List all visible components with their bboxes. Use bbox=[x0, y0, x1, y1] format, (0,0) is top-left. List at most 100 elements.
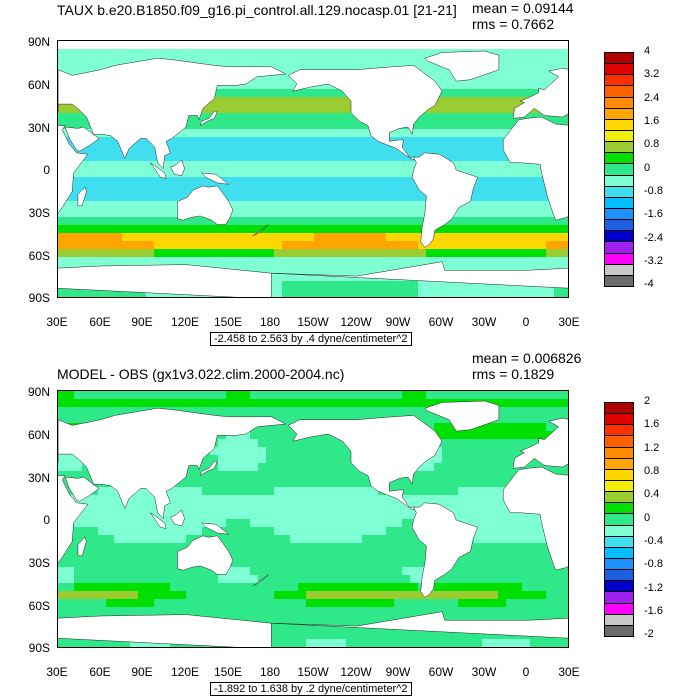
map-cell bbox=[114, 177, 123, 186]
map-cell bbox=[370, 551, 379, 560]
map-cell bbox=[282, 551, 291, 560]
map-cell bbox=[498, 265, 507, 274]
map-cell bbox=[418, 599, 427, 608]
map-cell bbox=[66, 209, 75, 218]
map-cell bbox=[282, 399, 291, 408]
map-cell bbox=[274, 423, 283, 432]
y-tick-label: 90S bbox=[28, 641, 50, 655]
map-cell bbox=[474, 145, 483, 154]
map-cell bbox=[170, 559, 179, 568]
map-cell bbox=[450, 503, 459, 512]
map-cell bbox=[466, 431, 475, 440]
map-cell bbox=[162, 583, 171, 592]
map-cell bbox=[370, 225, 379, 234]
map-cell bbox=[450, 129, 459, 138]
x-tick-label: 90E bbox=[131, 665, 153, 679]
map-cell bbox=[538, 615, 547, 624]
map-cell bbox=[354, 583, 363, 592]
map-cell bbox=[218, 391, 227, 400]
map-cell bbox=[242, 121, 251, 130]
map-cell bbox=[242, 559, 251, 568]
map-cell bbox=[282, 129, 291, 138]
map-cell bbox=[522, 57, 531, 66]
map-cell bbox=[482, 551, 491, 560]
map-cell bbox=[146, 185, 155, 194]
map-cell bbox=[266, 217, 275, 226]
x-tick-label: 60W bbox=[428, 665, 454, 679]
map-cell bbox=[362, 503, 371, 512]
map-cell bbox=[186, 217, 195, 226]
map-cell bbox=[186, 121, 195, 130]
map-cell bbox=[346, 177, 355, 186]
map-cell bbox=[178, 575, 187, 584]
map-cell bbox=[234, 471, 243, 480]
map-cell bbox=[282, 97, 291, 106]
map-cell bbox=[354, 289, 363, 297]
map-cell bbox=[466, 567, 475, 576]
map-cell bbox=[234, 399, 243, 408]
map-cell bbox=[178, 145, 187, 154]
map-cell bbox=[426, 647, 435, 648]
map-cell bbox=[466, 391, 475, 400]
map-cell bbox=[378, 209, 387, 218]
map-cell bbox=[506, 527, 515, 536]
map-cell bbox=[250, 535, 259, 544]
map-cell bbox=[402, 583, 411, 592]
panel-model-obs: MODEL - OBS (gx1v3.022.clim.2000-2004.nc… bbox=[0, 350, 700, 700]
map-cell bbox=[482, 209, 491, 218]
map-cell bbox=[138, 607, 147, 616]
map-cell bbox=[226, 527, 235, 536]
map-cell bbox=[466, 209, 475, 218]
map-cell bbox=[522, 225, 531, 234]
map-cell bbox=[106, 217, 115, 226]
map-cell bbox=[186, 607, 195, 616]
map-cell bbox=[402, 49, 411, 58]
map-cell bbox=[490, 81, 499, 90]
map-cell bbox=[394, 193, 403, 202]
map-cell bbox=[498, 241, 507, 250]
map-cell bbox=[162, 49, 171, 58]
map-cell bbox=[258, 49, 267, 58]
map-cell bbox=[250, 511, 259, 520]
map-cell bbox=[490, 121, 499, 130]
map-cell bbox=[258, 487, 267, 496]
map-cell bbox=[74, 415, 83, 424]
map-cell bbox=[194, 225, 203, 234]
map-cell bbox=[426, 105, 435, 114]
map-cell bbox=[290, 169, 299, 178]
map-cell bbox=[250, 97, 259, 106]
map-cell bbox=[402, 575, 411, 584]
map-cell bbox=[250, 551, 259, 560]
map-cell bbox=[450, 97, 459, 106]
map-cell bbox=[202, 583, 211, 592]
map-cell bbox=[338, 289, 347, 297]
map-cell bbox=[442, 591, 451, 600]
map-cell bbox=[226, 49, 235, 58]
map-cell bbox=[234, 599, 243, 608]
map-cell bbox=[314, 439, 323, 448]
map-cell bbox=[162, 249, 171, 258]
map-cell bbox=[362, 49, 371, 58]
map-cell bbox=[282, 233, 291, 242]
map-cell bbox=[474, 209, 483, 218]
map-cell bbox=[394, 391, 403, 400]
map-cell bbox=[530, 233, 539, 242]
map-cell bbox=[498, 535, 507, 544]
map-cell bbox=[226, 137, 235, 146]
map-cell bbox=[378, 535, 387, 544]
land-mass bbox=[58, 614, 272, 647]
map-cell bbox=[82, 535, 91, 544]
map-cell bbox=[354, 535, 363, 544]
map-cell bbox=[522, 209, 531, 218]
map-cell bbox=[202, 503, 211, 512]
map-cell bbox=[514, 209, 523, 218]
map-cell bbox=[554, 391, 563, 400]
map-cell bbox=[394, 647, 403, 648]
map-cell bbox=[210, 225, 219, 234]
map-cell bbox=[490, 209, 499, 218]
map-cell bbox=[322, 391, 331, 400]
map-cell bbox=[250, 575, 259, 584]
map-cell bbox=[58, 225, 67, 234]
map-cell bbox=[458, 105, 467, 114]
map-cell bbox=[274, 559, 283, 568]
